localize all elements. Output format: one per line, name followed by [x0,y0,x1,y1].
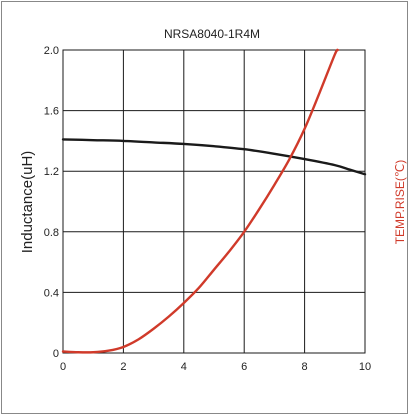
x-tick-labels: 0 2 4 6 8 10 [60,361,371,373]
x-tick-label: 2 [120,361,126,373]
x-tick-label: 6 [241,361,247,373]
x-tick-label: 0 [60,361,66,373]
y-tick-label: 2.0 [44,45,59,57]
series-line-temp-rise [61,48,340,354]
y-tick-label: 0.4 [44,287,59,299]
y-axis-label: Inductance(uH) [19,151,36,254]
x-tick-label: 8 [302,361,308,373]
y-tick-label: 1.2 [44,166,59,178]
series-line-inductance [61,138,367,176]
y-tick-label: 0 [53,348,59,360]
x-tick-label: 10 [359,361,371,373]
series-lines [61,48,367,354]
plot-border [62,49,366,354]
y-tick-labels: 0 0.4 0.8 1.2 1.6 2.0 [44,45,59,360]
y-tick-label: 1.6 [44,106,59,118]
x-tick-label: 4 [181,361,187,373]
y-tick-label: 0.8 [44,227,59,239]
y2-axis-label: TEMP.RISE(℃) [393,160,407,245]
chart-title: NRSA8040-1R4M [164,27,260,41]
